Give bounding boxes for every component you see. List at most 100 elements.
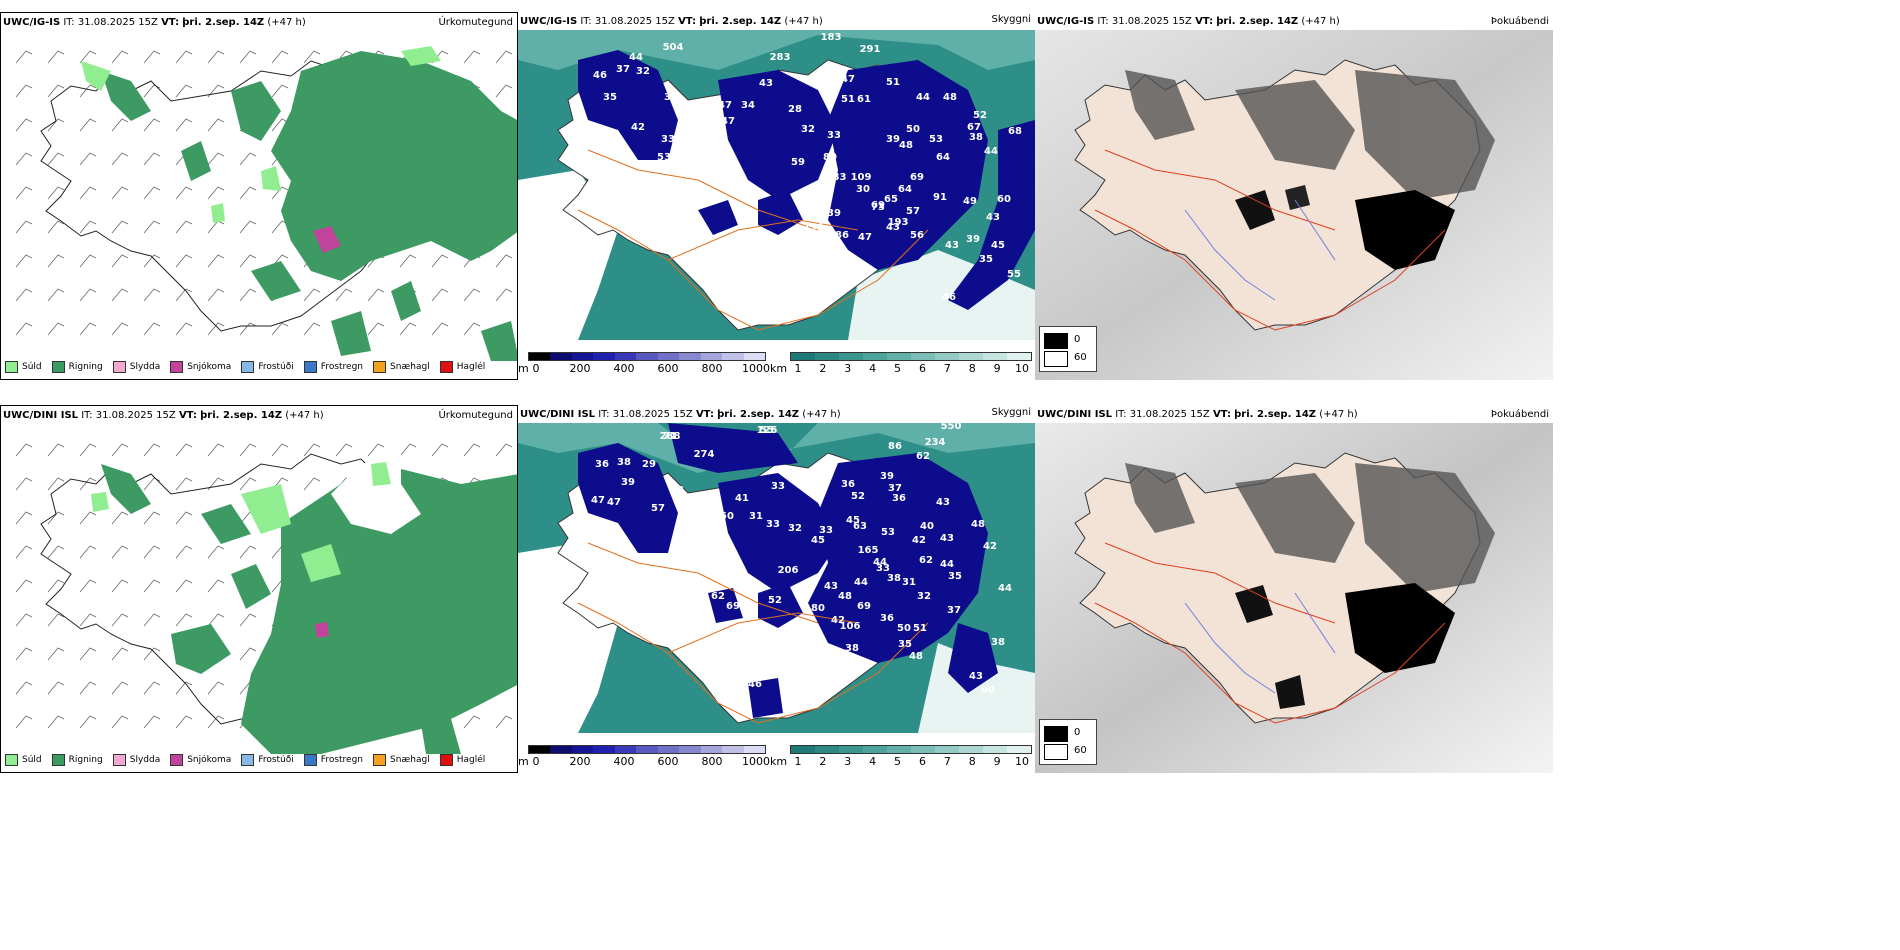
wind-barb: [367, 288, 385, 302]
wind-barb: [207, 186, 225, 200]
wind-barb: [463, 50, 481, 64]
colorbar-swatch: [959, 746, 983, 753]
fog-map: [1035, 423, 1553, 773]
legend-item: Snjókoma: [170, 754, 231, 766]
wind-barb: [207, 84, 225, 98]
ceiling-value-label: 206: [778, 565, 799, 576]
ceiling-value-label: 33: [766, 519, 780, 530]
wind-barb: [495, 254, 513, 268]
ceiling-value-label: 69: [910, 172, 924, 183]
ceiling-value-label: 28: [788, 104, 802, 115]
ceiling-value-label: 45: [811, 535, 825, 546]
wind-barb: [47, 186, 65, 200]
legend-item: Frostúði: [241, 361, 294, 373]
wind-barb: [111, 647, 129, 661]
wind-barb: [207, 288, 225, 302]
colorbar-tick-label: 1: [794, 362, 802, 375]
ceiling-value-label: 33: [827, 130, 841, 141]
wind-barb: [15, 84, 33, 98]
ceiling-value-label: 63: [853, 521, 867, 532]
ceiling-value-label: 38: [887, 573, 901, 584]
ceiling-value-label: 44: [998, 583, 1012, 594]
wind-barb: [143, 545, 161, 559]
legend-label: Frostúði: [258, 755, 294, 765]
ceiling-value-label: 38: [617, 457, 631, 468]
wind-barb: [111, 545, 129, 559]
wind-barb: [143, 220, 161, 234]
ceiling-value-label: 39: [880, 471, 894, 482]
colorbar-swatch: [614, 353, 637, 360]
wind-barb: [175, 186, 193, 200]
ceiling-value-label: 31: [902, 577, 916, 588]
wind-barb: [79, 152, 97, 166]
legend-label: Rigning: [68, 755, 103, 765]
ceiling-value-label: 43: [936, 497, 950, 508]
ceiling-value-label: 51: [913, 623, 927, 634]
ceiling-value-label: 46: [942, 292, 956, 303]
precip-panel-2: UWC/DINI ISL IT: 31.08.2025 15Z VT: þri.…: [0, 405, 518, 773]
wind-barb: [15, 186, 33, 200]
legend-item: Snjókoma: [170, 361, 231, 373]
wind-barb: [175, 715, 193, 729]
wind-barb: [47, 647, 65, 661]
ceiling-value-label: 722: [691, 503, 712, 514]
colorbar-tick-label: 0: [532, 755, 540, 768]
ceiling-value-label: 34: [741, 100, 755, 111]
ceiling-value-label: 48: [838, 591, 852, 602]
wind-barb: [15, 118, 33, 132]
colorbar-swatch: [887, 746, 911, 753]
ceiling-value-label: 44: [916, 92, 930, 103]
wind-barb: [175, 443, 193, 457]
wind-barb: [303, 288, 321, 302]
wind-barb: [79, 579, 97, 593]
wind-barb: [111, 579, 129, 593]
wind-barb: [143, 681, 161, 695]
wind-barb: [207, 613, 225, 627]
wind-barb: [111, 152, 129, 166]
wind-barb: [143, 186, 161, 200]
legend-swatch: [112, 754, 126, 766]
ceiling-value-label: 39: [886, 134, 900, 145]
wind-barb: [111, 220, 129, 234]
ceiling-value-label: 69: [726, 601, 740, 612]
legend-swatch: [112, 361, 126, 373]
wind-barb: [207, 715, 225, 729]
wind-barb: [79, 322, 97, 336]
wind-barb: [143, 579, 161, 593]
wind-barb: [47, 84, 65, 98]
wind-barb: [431, 322, 449, 336]
legend-item: Slydda: [112, 754, 160, 766]
ceiling-value-label: 291: [860, 44, 881, 55]
wind-barb: [207, 254, 225, 268]
ceiling-value-label: 43: [824, 581, 838, 592]
legend-swatch: [170, 361, 184, 373]
panel-header: UWC/IG-IS IT: 31.08.2025 15Z VT: þri. 2.…: [1037, 16, 1340, 27]
fog-swatch-0: [1044, 726, 1068, 742]
wind-barb: [143, 84, 161, 98]
ceiling-value-label: 80: [811, 603, 825, 614]
colorbar-tick-label: 1: [794, 755, 802, 768]
ceiling-value-label: 38: [845, 643, 859, 654]
ceiling-value-label: 45: [815, 212, 829, 223]
ceiling-value-label: 55: [760, 425, 774, 436]
precip-legend: Súld Rigning Slydda Snjókoma Frostúði Frostre…: [5, 361, 485, 373]
ceiling-value-label: 47: [721, 116, 735, 127]
wind-barb: [47, 322, 65, 336]
legend-label: Snæhagl: [390, 755, 430, 765]
wind-barb: [463, 288, 481, 302]
legend-swatch: [439, 754, 453, 766]
wind-barb: [239, 545, 257, 559]
legend-swatch: [303, 361, 317, 373]
colorbar-swatch: [550, 353, 572, 360]
colorbar-swatch: [722, 746, 744, 753]
panel-header: UWC/IG-IS IT: 31.08.2025 15Z VT: þri. 2.…: [3, 17, 306, 28]
ceiling-value-label: 48: [909, 651, 923, 662]
wind-barb: [175, 511, 193, 525]
wind-barb: [303, 443, 321, 457]
ceiling-value-label: 44: [940, 559, 954, 570]
wind-barb: [47, 254, 65, 268]
wind-barb: [47, 288, 65, 302]
legend-item: Haglél: [439, 361, 485, 373]
wind-barb: [207, 579, 225, 593]
